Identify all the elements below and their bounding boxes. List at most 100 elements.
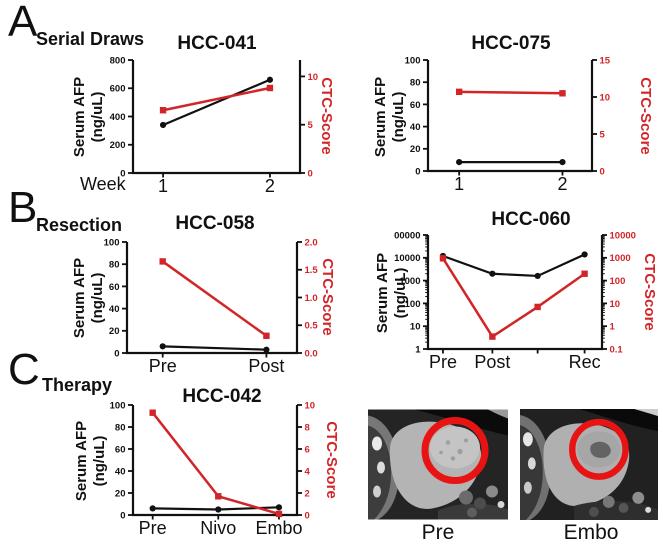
ct-necrosis-patch [590,441,611,458]
chart-title-hcc041: HCC-041 [177,33,257,54]
y-tick-label: 6 [305,444,310,455]
y-tick-label: 0.5 [305,321,319,332]
y-tick-label: 0 [415,166,420,177]
afp-marker [215,506,222,513]
y-tick-label: 1.0 [305,293,318,304]
x-tick-label: 2 [265,176,275,196]
y-tick-label: 00000 [394,230,420,241]
y-tick-label: 4 [305,466,311,477]
series-ctc-line [162,86,271,112]
ct-caption-embo: Embo [563,521,619,544]
y-tick-label: 1.5 [305,265,319,276]
chart-title-hcc060: HCC-060 [491,209,571,230]
ct-tumor [430,426,480,469]
chart-HCC-075: 0 20 40 60 80 100 0 5 10 15 1 2 [405,55,611,194]
x-tick-label: Pre [429,352,457,372]
y-tick-label: 10000 [610,230,636,241]
y-tick-label: 100 [405,299,421,310]
ctc-marker [215,493,222,500]
y-tick-label: 0 [114,348,119,359]
x-tick-label: Post [248,356,284,376]
y-tick-label: 1000 [610,253,631,264]
y-tick-label: 80 [410,78,421,89]
y-tick-label: 100 [610,276,626,287]
chart-title-hcc075: HCC-075 [471,33,551,54]
ct-corner-band [488,409,508,419]
y-tick-label: 400 [110,112,126,123]
y-tick-label: 200 [110,140,126,151]
afp-marker [456,159,463,166]
ctc-marker [439,255,447,262]
ctc-marker [263,332,270,339]
y-tick-label: 0 [120,168,125,179]
ct-corner-band [634,409,658,417]
afp-marker [263,346,270,353]
chart-HCC-041: 0 200 400 600 800 0 5 10 1 2 [110,55,318,196]
chart-HCC-058: 0 20 40 60 80 100 0.0 0.5 1.0 1.5 2.0 Pre Post [104,237,319,376]
ct-vertebra-spots [522,432,536,494]
ctc-marker [159,258,166,265]
x-tick-label: Pre [139,518,167,538]
ct-stomach-air [579,409,658,432]
y-tick-label: 20 [410,144,421,155]
y-tick-label: 0.1 [610,344,624,355]
chart-HCC-060: 1 10 100 1000 10000 00000 0.1 1 10 100 1000 10000 Pr… [394,230,636,372]
ct-bowel-loops [459,485,505,518]
panel-label-resection: Resection [36,215,123,235]
ct-tumor-texture [439,438,468,461]
afp-marker [581,251,588,258]
afp-marker [489,270,496,277]
ct-scan-pre [368,409,508,520]
y-tick-label: 1000 [399,276,420,287]
y-tick-label: 0 [600,166,605,177]
y-tick-label: 10 [600,92,611,103]
ct-caption-pre: Pre [421,521,455,544]
ctc-marker [581,270,588,277]
x-tick-label: 1 [158,176,168,196]
y-tick-label: 5 [600,129,606,140]
x-tick-label: 1 [454,174,464,194]
y-tick-label: 60 [109,282,120,293]
x-tick-label: 2 [557,174,567,194]
series-ctc-line [161,260,268,337]
y-tick-label: 40 [109,304,120,315]
y-tick-label: 10 [610,299,621,310]
ctc-marker [266,84,274,92]
chart-HCC-042: 0 20 40 60 80 100 0 2 4 6 8 10 Pre Nivo Embo [110,400,315,538]
x-tick-label: Rec [569,352,601,372]
afp-marker [159,343,166,350]
y-tick-label: 100 [110,400,126,411]
ctc-marker [559,90,566,97]
y-tick-label: 2 [305,488,310,499]
x-tick-label: Pre [149,356,177,376]
ctc-marker [534,303,541,311]
tumor-circle-annotation [421,417,489,484]
panel-label-serial-draws: Serial Draws [36,29,145,49]
y-tick-label: 60 [115,444,126,455]
afp-marker [534,272,541,280]
series-afp-line [442,253,586,278]
y-tick-label: 40 [115,466,126,477]
y-tick-label: 2.0 [305,237,318,248]
ct-bowel-loops [589,491,652,517]
afp-marker [149,505,156,512]
afp-marker [266,76,274,83]
y-tick-label: 1 [415,344,421,355]
y-tick-label: 0 [308,168,313,179]
series-afp-line [162,345,267,351]
x-tick-label: Nivo [200,518,236,538]
panel-letter-c: C [8,345,40,394]
series-ctc-line [441,257,586,339]
y-tick-label: 8 [305,422,310,433]
y-tick-label: 0.0 [305,348,318,359]
x-tick-label: Embo [255,518,302,538]
ct-scan-embo [520,409,658,520]
ctc-marker [149,409,156,416]
ct-vertebra-spots [372,436,385,498]
chart-title-hcc058: HCC-058 [175,213,255,234]
y-tick-label: 0 [305,510,310,521]
y-tick-label: 20 [115,488,126,499]
afp-marker [559,159,566,166]
